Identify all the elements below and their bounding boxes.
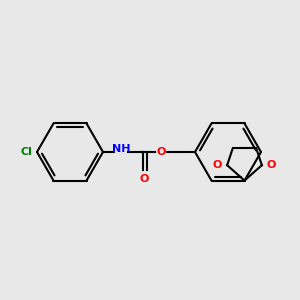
Text: Cl: Cl — [20, 147, 32, 157]
Text: O: O — [267, 160, 276, 170]
Text: O: O — [140, 174, 149, 184]
Text: O: O — [213, 160, 222, 170]
Text: O: O — [156, 147, 166, 157]
Text: NH: NH — [112, 144, 130, 154]
